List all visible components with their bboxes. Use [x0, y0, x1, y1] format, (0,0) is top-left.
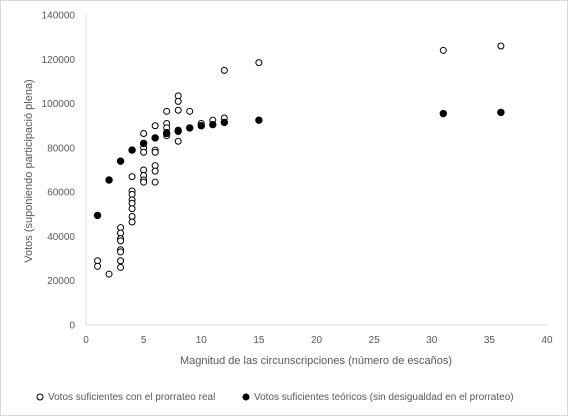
- data-point-real: [128, 205, 136, 213]
- data-point-theoretical: [162, 129, 171, 138]
- data-point-real: [151, 167, 159, 175]
- data-point-theoretical: [439, 109, 447, 118]
- y-axis-title: Votos (suponiendo participació plena): [23, 79, 35, 262]
- y-tick-labels: 0 20000 40000 60000 80000 100000 120000 140000: [42, 11, 76, 332]
- data-point-theoretical: [209, 120, 217, 129]
- x-tick-label: 30: [426, 335, 438, 346]
- data-point-theoretical: [220, 118, 229, 127]
- x-tick-label: 5: [141, 335, 147, 346]
- legend-item-real: Votos suficientes con el prorrateo real: [36, 392, 215, 403]
- data-point-real: [220, 66, 228, 74]
- data-point-real: [174, 97, 182, 105]
- legend: Votos suficientes con el prorrateo real …: [36, 392, 514, 403]
- x-tick-label: 20: [311, 335, 323, 346]
- y-tick-label: 120000: [42, 55, 76, 66]
- data-point-theoretical: [151, 134, 159, 142]
- x-tick-label: 40: [541, 335, 553, 346]
- data-point-theoretical: [197, 122, 205, 130]
- y-tick-label: 0: [69, 321, 75, 332]
- data-point-real: [163, 107, 171, 115]
- y-tick-label: 20000: [47, 276, 75, 287]
- data-point-real: [117, 263, 125, 271]
- data-point-real: [186, 107, 194, 115]
- x-tick-label: 15: [253, 335, 265, 346]
- data-point-theoretical: [186, 124, 194, 132]
- data-point-real: [151, 178, 159, 186]
- data-point-theoretical: [139, 139, 148, 148]
- data-point-real: [117, 257, 125, 265]
- series-theoretical-points: [93, 108, 505, 220]
- legend-label-theoretical: Votos suficientes teóricos (sin desigual…: [254, 392, 514, 403]
- data-point-real: [439, 46, 447, 54]
- data-point-theoretical: [128, 146, 136, 154]
- y-tick-label: 60000: [47, 188, 75, 199]
- data-point-real: [151, 148, 159, 156]
- data-point-real: [105, 270, 113, 278]
- data-point-real: [151, 122, 159, 130]
- data-point-real: [140, 148, 148, 156]
- y-tick-label: 80000: [47, 143, 75, 154]
- x-tick-label: 10: [196, 335, 208, 346]
- x-tick-label: 0: [83, 335, 89, 346]
- data-point-real: [117, 237, 125, 245]
- axes: [85, 15, 547, 326]
- data-point-theoretical: [497, 108, 505, 117]
- data-point-theoretical: [174, 127, 182, 135]
- series-real-points: [94, 42, 505, 278]
- x-axis-title: Magnitud de las circunscripciones (númer…: [180, 355, 452, 367]
- y-tick-label: 100000: [42, 99, 76, 110]
- x-tick-labels: 0 5 10 15 20 25 30 35 40: [83, 335, 553, 346]
- data-point-theoretical: [93, 211, 102, 220]
- data-point-real: [128, 218, 136, 226]
- data-point-real: [94, 262, 102, 270]
- legend-marker-hollow-circle: [36, 393, 44, 401]
- x-tick-label: 35: [484, 335, 496, 346]
- y-tick-label: 40000: [47, 232, 75, 243]
- x-tick-label: 25: [369, 335, 381, 346]
- data-point-theoretical: [116, 157, 125, 165]
- data-point-real: [140, 178, 148, 186]
- data-point-real: [255, 59, 263, 67]
- data-point-theoretical: [105, 176, 113, 184]
- data-point-theoretical: [255, 116, 263, 124]
- data-point-real: [128, 173, 136, 181]
- legend-marker-filled-circle: [242, 393, 250, 401]
- legend-item-theoretical: Votos suficientes teóricos (sin desigual…: [242, 392, 514, 403]
- data-point-real: [174, 137, 182, 145]
- data-point-real: [140, 129, 148, 137]
- data-point-real: [117, 248, 125, 256]
- legend-label-real: Votos suficientes con el prorrateo real: [48, 392, 215, 403]
- y-tick-label: 140000: [42, 11, 76, 22]
- data-point-real: [174, 106, 182, 114]
- data-point-real: [497, 42, 505, 50]
